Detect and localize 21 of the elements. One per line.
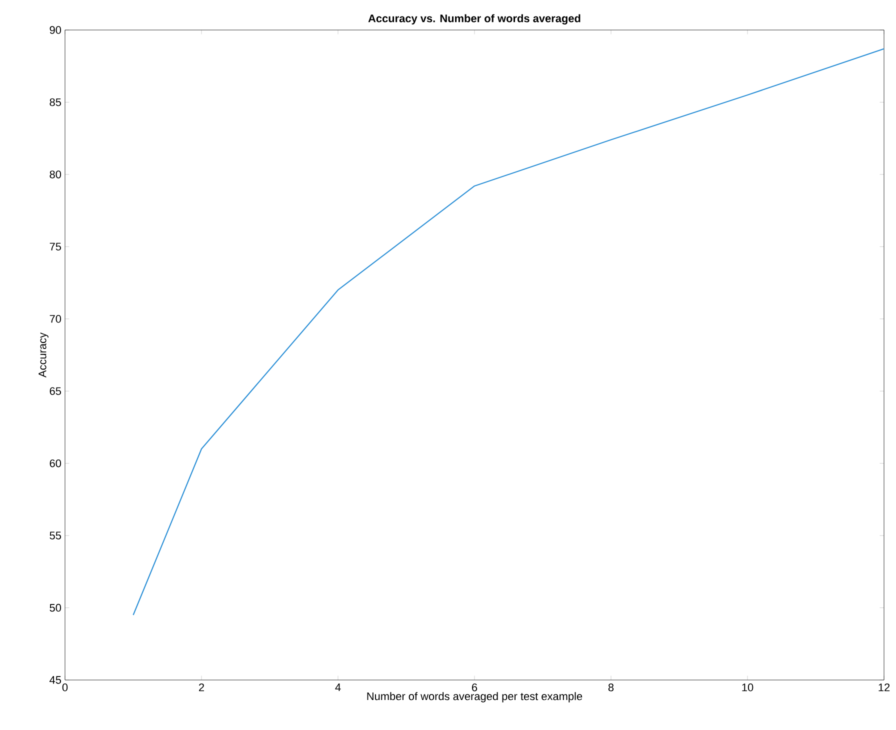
- y-tick-label: 60: [50, 459, 62, 468]
- x-tick-label: 6: [472, 684, 478, 692]
- chart-title: Accuracy vs. Number of words averaged: [368, 14, 580, 24]
- y-tick-label: 45: [50, 676, 62, 684]
- y-tick-label: 85: [50, 98, 62, 106]
- y-tick-label: 70: [50, 315, 62, 323]
- y-tick-label: 50: [50, 604, 62, 612]
- y-tick-label: 80: [50, 170, 62, 178]
- x-tick-label: 10: [742, 684, 754, 692]
- x-tick-label: 8: [608, 684, 614, 692]
- y-tick-label: 75: [50, 242, 62, 250]
- x-tick-label: 0: [62, 684, 68, 692]
- line-series: [132, 48, 884, 616]
- y-axis-title: Accuracy: [38, 332, 48, 378]
- x-axis-title: Number of words averaged per test example: [367, 692, 582, 702]
- x-tick-label: 12: [878, 684, 890, 692]
- y-tick-label: 55: [50, 532, 62, 540]
- x-tick-label: 2: [199, 684, 204, 692]
- x-tick-label: 4: [335, 684, 341, 692]
- y-tick-label: 90: [50, 26, 62, 34]
- y-tick-label: 65: [50, 387, 62, 395]
